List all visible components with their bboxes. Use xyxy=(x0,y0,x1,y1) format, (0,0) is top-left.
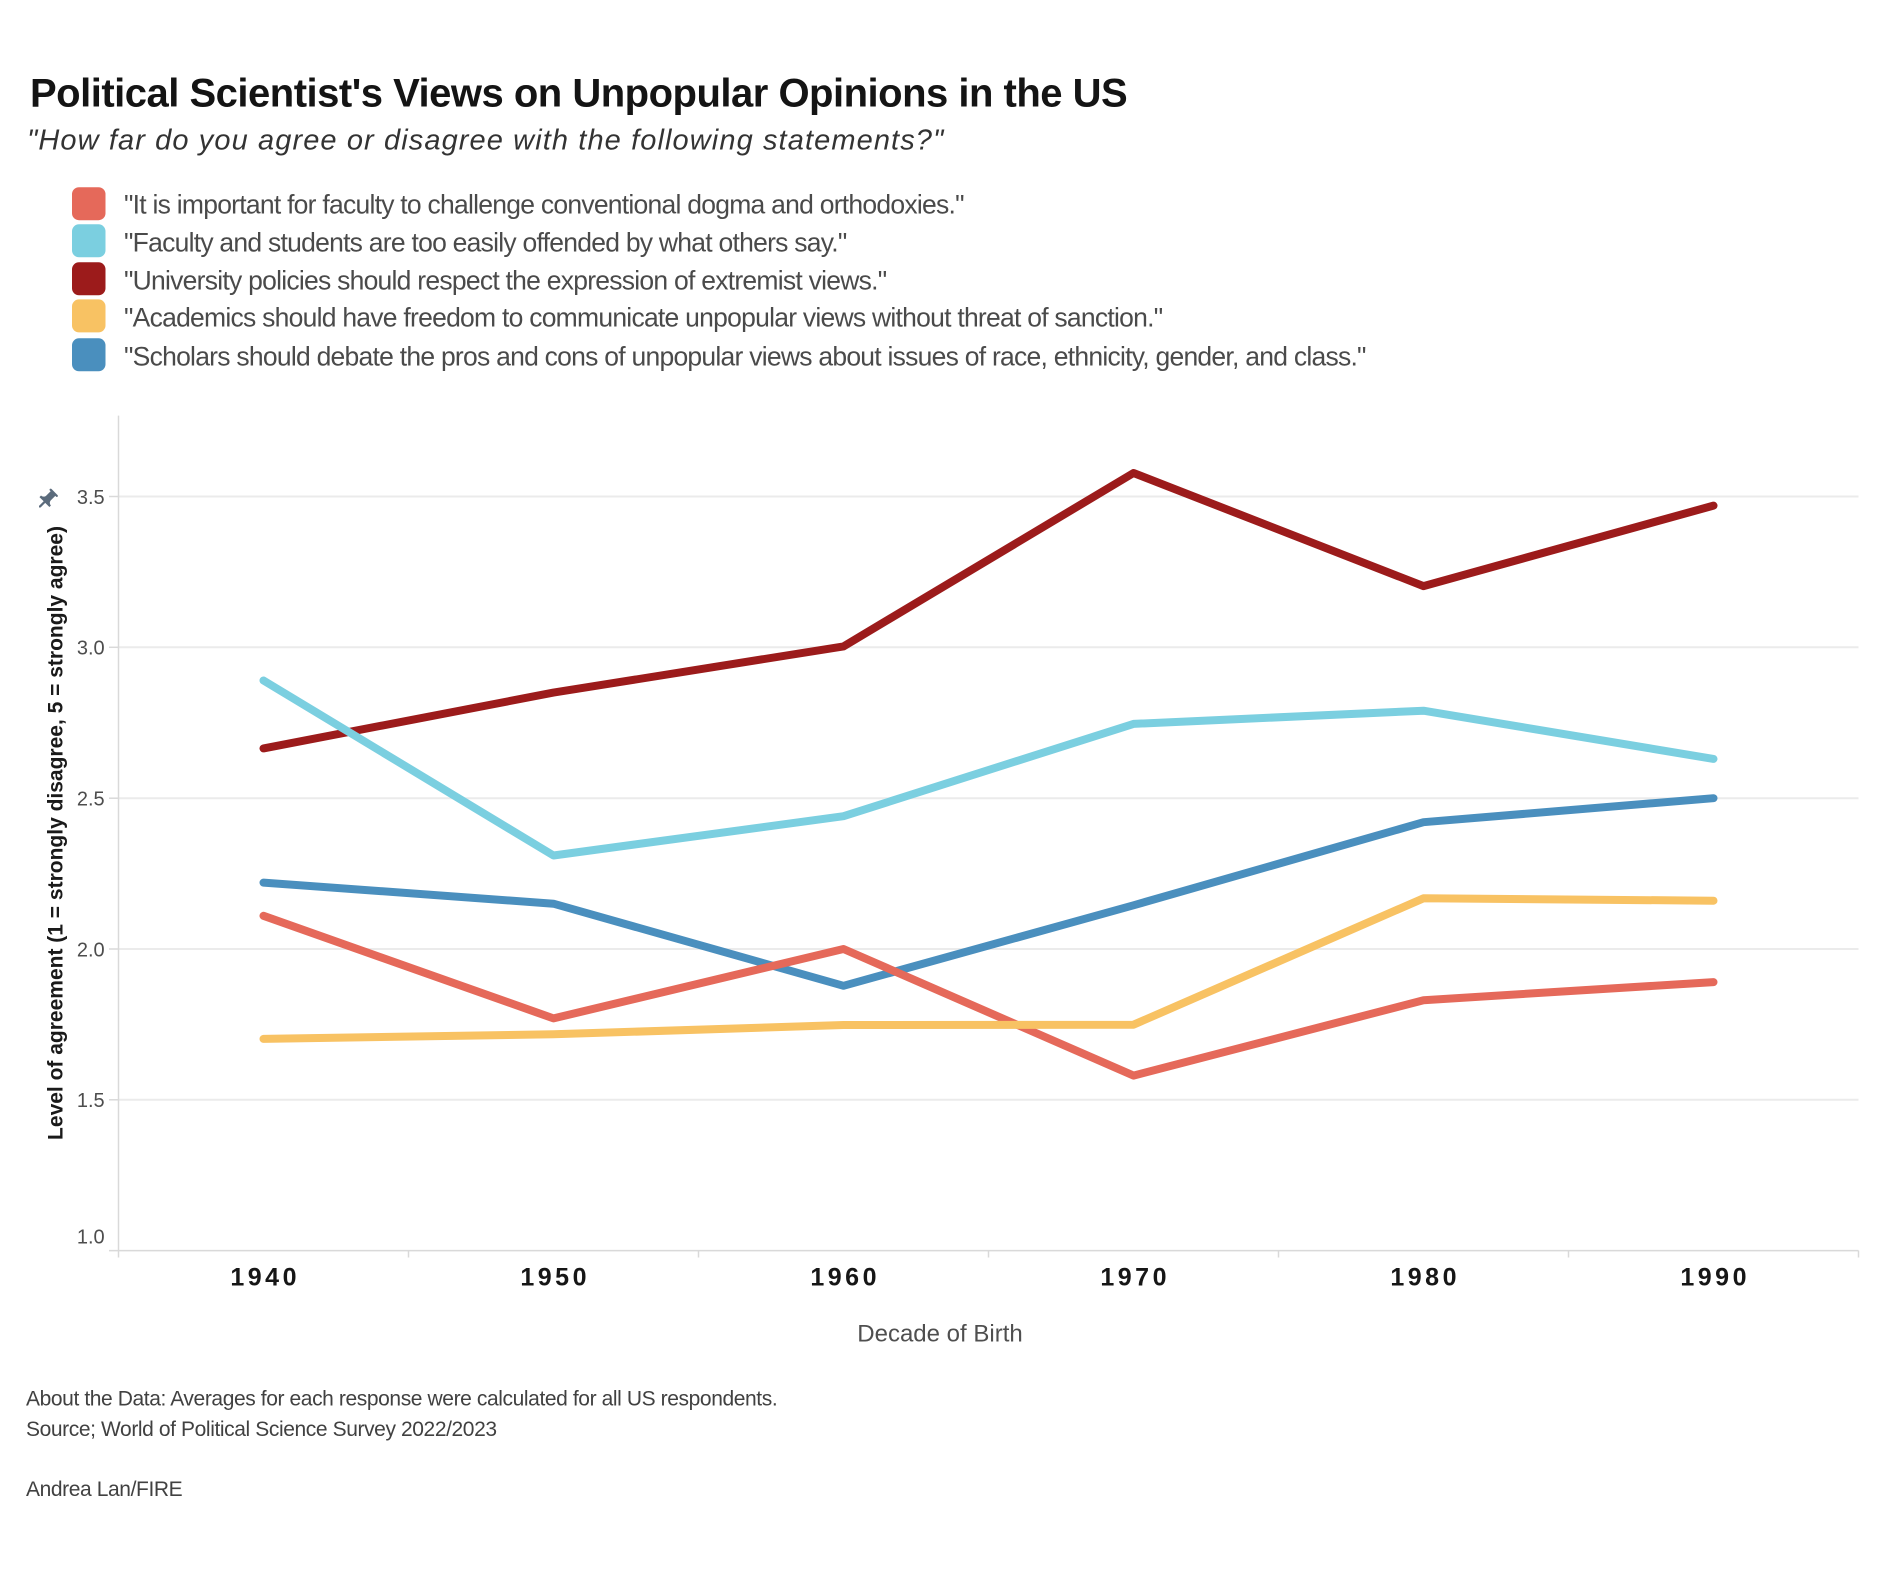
svg-text:1950: 1950 xyxy=(520,1263,590,1291)
svg-text:1980: 1980 xyxy=(1390,1263,1460,1291)
svg-text:"Faculty and students are too: "Faculty and students are too easily off… xyxy=(124,227,847,257)
svg-text:"How far do you agree or disag: "How far do you agree or disagree with t… xyxy=(27,125,945,157)
svg-text:"It is important for faculty t: "It is important for faculty to challeng… xyxy=(124,190,964,220)
svg-text:3.0: 3.0 xyxy=(77,638,105,660)
svg-text:1.0: 1.0 xyxy=(77,1226,105,1248)
svg-text:1990: 1990 xyxy=(1680,1263,1750,1291)
svg-text:1970: 1970 xyxy=(1100,1263,1170,1291)
svg-text:1960: 1960 xyxy=(810,1263,880,1291)
svg-text:2.5: 2.5 xyxy=(77,789,105,811)
svg-text:Andrea Lan/FIRE: Andrea Lan/FIRE xyxy=(26,1478,183,1501)
svg-text:"Academics should have freedom: "Academics should have freedom to commun… xyxy=(124,303,1163,333)
svg-text:Decade of Birth: Decade of Birth xyxy=(857,1321,1022,1348)
svg-text:"University policies should re: "University policies should respect the … xyxy=(124,265,887,295)
svg-text:1.5: 1.5 xyxy=(77,1090,105,1112)
svg-text:Source; World of Political Sci: Source; World of Political Science Surve… xyxy=(26,1418,497,1441)
svg-text:"Scholars should debate the pr: "Scholars should debate the pros and con… xyxy=(124,341,1366,371)
svg-text:3.5: 3.5 xyxy=(77,487,105,509)
svg-text:About the Data: Averages for e: About the Data: Averages for each respon… xyxy=(26,1388,777,1411)
svg-text:Political Scientist's Views on: Political Scientist's Views on Unpopular… xyxy=(30,71,1127,115)
svg-text:1940: 1940 xyxy=(230,1263,300,1291)
svg-text:Level of agreement (1 = strong: Level of agreement (1 = strongly disagre… xyxy=(45,526,68,1140)
svg-text:2.0: 2.0 xyxy=(77,939,105,961)
